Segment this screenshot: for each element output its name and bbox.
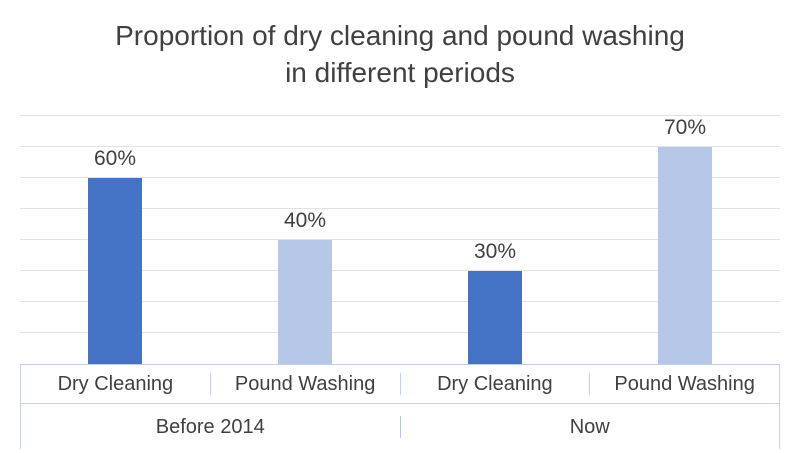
axis-category-label: Dry Cleaning	[21, 373, 211, 395]
bar-cell-before-2014-pound-washing: 40%	[210, 116, 400, 364]
gridline-70	[20, 146, 780, 147]
bar-data-label-now-dry-cleaning: 30%	[473, 240, 517, 263]
gridline-30	[20, 270, 780, 271]
axis-group-row: Before 2014 Now	[21, 404, 779, 449]
bar-cell-now-dry-cleaning: 30%	[400, 116, 590, 364]
category-axis: Dry Cleaning Pound Washing Dry Cleaning Pou…	[20, 364, 780, 449]
chart-title: Proportion of dry cleaning and pound was…	[0, 17, 800, 91]
bar-now-dry-cleaning	[468, 271, 522, 364]
chart-title-text: Proportion of dry cleaning and pound was…	[115, 20, 685, 88]
axis-group-label-now: Now	[569, 415, 610, 438]
gridline-80	[20, 115, 780, 116]
gridline-50	[20, 208, 780, 209]
plot-area: 60% 40% 30% 70%	[20, 115, 780, 364]
gridline-60	[20, 177, 780, 178]
gridline-40	[20, 239, 780, 240]
bar-data-label-now-pound-washing: 70%	[663, 116, 707, 139]
bar-cell-now-pound-washing: 70%	[590, 116, 780, 364]
axis-category-label: Pound Washing	[211, 373, 401, 395]
axis-category-label: Pound Washing	[614, 373, 755, 395]
bar-data-label-before-2014-pound-washing: 40%	[283, 209, 327, 232]
axis-category-label: Dry Cleaning	[401, 373, 591, 395]
gridline-20	[20, 301, 780, 302]
bar-now-pound-washing	[658, 147, 712, 364]
gridline-10	[20, 332, 780, 333]
axis-group-label-before-2014: Before 2014	[21, 415, 401, 438]
axis-category-row: Dry Cleaning Pound Washing Dry Cleaning Pou…	[21, 365, 779, 404]
bar-before-2014-dry-cleaning	[88, 178, 142, 364]
bar-data-label-before-2014-dry-cleaning: 60%	[93, 147, 137, 170]
bar-before-2014-pound-washing	[278, 240, 332, 364]
bars-layer: 60% 40% 30% 70%	[20, 116, 780, 364]
bar-cell-before-2014-dry-cleaning: 60%	[20, 116, 210, 364]
